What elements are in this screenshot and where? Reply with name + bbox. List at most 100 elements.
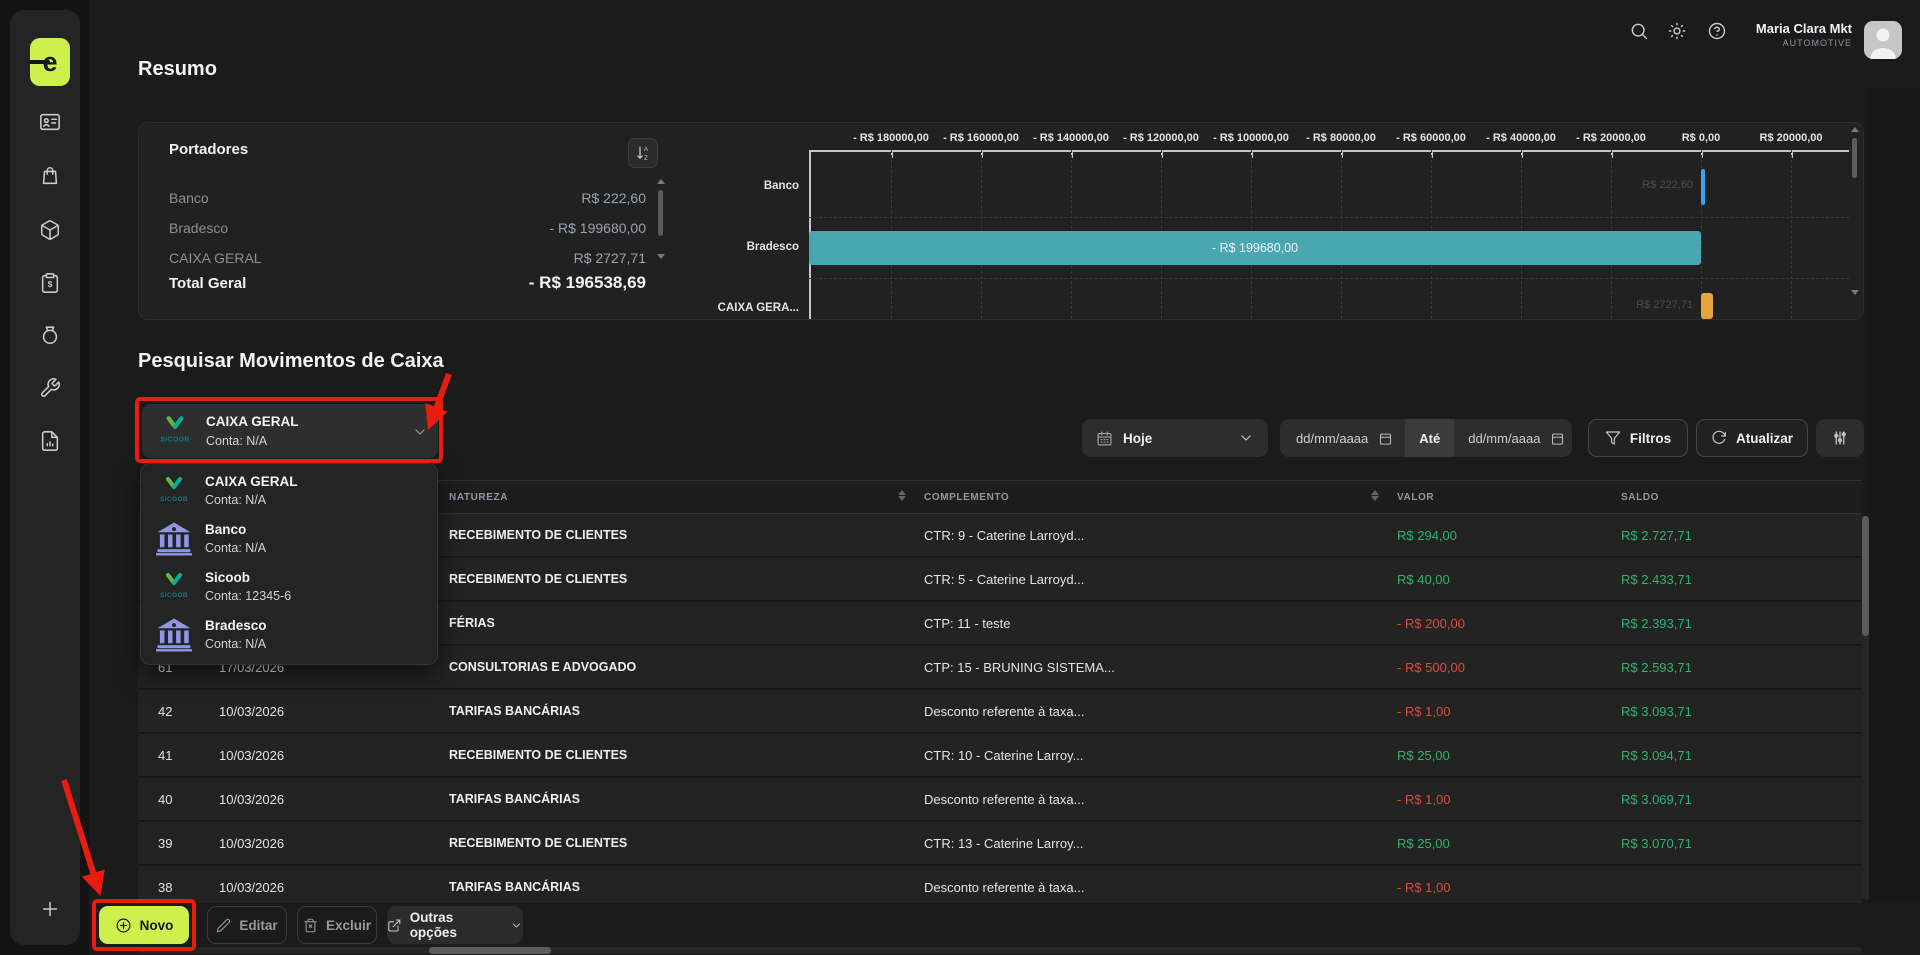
cell-valor: R$ 25,00 <box>1397 748 1450 763</box>
calendar-icon[interactable] <box>1378 431 1393 446</box>
cell-natureza: FÉRIAS <box>449 616 495 630</box>
avatar[interactable] <box>1864 21 1902 59</box>
chart-bar-bradesco[interactable]: - R$ 199680,00 <box>809 231 1701 265</box>
dropdown-option[interactable]: SICOOB Sicoob Conta: 12345-6 <box>141 563 437 611</box>
x-tick-label: - R$ 60000,00 <box>1396 132 1466 144</box>
table-row[interactable]: 38 10/03/2026 TARIFAS BANCÁRIAS Desconto… <box>138 866 1862 903</box>
scroll-down-icon[interactable] <box>1851 290 1859 295</box>
cell-num: 38 <box>158 880 173 895</box>
portador-dropdown[interactable]: SICOOB CAIXA GERAL Conta: N/A <box>142 404 438 458</box>
sidebar-item-products[interactable] <box>34 214 66 246</box>
scroll-thumb[interactable] <box>429 947 551 954</box>
cell-num: 39 <box>158 836 173 851</box>
portadores-scrollbar[interactable] <box>656 179 665 259</box>
cell-natureza: TARIFAS BANCÁRIAS <box>449 792 581 806</box>
shopping-bag-icon <box>42 167 58 185</box>
scroll-up-icon[interactable] <box>1851 127 1859 132</box>
sidebar-item-sales[interactable] <box>34 160 66 192</box>
outras-opcoes-button[interactable]: Outras opções <box>387 906 523 944</box>
right-margin <box>1868 88 1920 955</box>
brightness-sun-icon <box>1668 22 1686 40</box>
cell-num: 41 <box>158 748 173 763</box>
date-to-input[interactable]: dd/mm/aaaa <box>1468 430 1541 446</box>
scroll-down-icon[interactable] <box>657 254 665 259</box>
cell-natureza: TARIFAS BANCÁRIAS <box>449 704 581 718</box>
sidebar-item-tools[interactable] <box>34 372 66 404</box>
calendar-icon[interactable] <box>1550 431 1565 446</box>
help-button[interactable] <box>1702 16 1732 46</box>
cell-saldo: R$ 2.393,71 <box>1621 616 1692 631</box>
header-valor[interactable]: VALOR <box>1397 492 1435 503</box>
bar-value-label: - R$ 199680,00 <box>1211 241 1299 255</box>
sort-updown-icon[interactable] <box>898 490 906 501</box>
chart-scrollbar[interactable] <box>1850 125 1859 295</box>
portador-row[interactable]: Banco R$ 222,60 <box>169 183 646 213</box>
theme-toggle-button[interactable] <box>1662 16 1692 46</box>
bank-building-icon <box>153 521 195 557</box>
sidebar-item-reports[interactable] <box>34 425 66 457</box>
app-logo[interactable]: e <box>28 38 70 86</box>
chevron-down-icon <box>415 429 425 435</box>
header-natureza[interactable]: NATUREZA <box>449 492 509 503</box>
sliders-icon <box>1834 431 1846 445</box>
chart-bar-caixa-geral[interactable] <box>1701 293 1714 319</box>
excluir-button[interactable]: Excluir <box>297 906 377 944</box>
x-tick-label: - R$ 100000,00 <box>1213 132 1289 144</box>
column-settings-button[interactable] <box>1816 419 1864 457</box>
sidebar-item-contacts[interactable] <box>34 106 66 138</box>
search-button[interactable] <box>1624 16 1654 46</box>
portador-label: Bradesco <box>169 220 229 236</box>
cell-valor: - R$ 500,00 <box>1397 660 1465 675</box>
chart-category-label: Banco <box>763 180 799 192</box>
cell-complemento: CTR: 9 - Caterine Larroyd... <box>924 528 1085 543</box>
period-label: Hoje <box>1123 430 1153 446</box>
novo-button[interactable]: Novo <box>99 906 189 944</box>
scroll-thumb[interactable] <box>658 190 663 236</box>
sidebar <box>10 10 80 945</box>
scroll-up-icon[interactable] <box>657 179 665 184</box>
x-tick-label: - R$ 160000,00 <box>943 132 1019 144</box>
cell-date: 10/03/2026 <box>219 704 285 719</box>
option-name: CAIXA GERAL <box>205 474 298 489</box>
filtros-button[interactable]: Filtros <box>1588 419 1688 457</box>
atualizar-button[interactable]: Atualizar <box>1696 419 1808 457</box>
cell-date: 10/03/2026 <box>219 792 285 807</box>
bank-building-icon <box>153 617 195 653</box>
calendar-icon <box>1097 431 1112 445</box>
header-saldo[interactable]: SALDO <box>1621 492 1659 503</box>
x-tick-label: - R$ 120000,00 <box>1123 132 1199 144</box>
dropdown-option[interactable]: SICOOB CAIXA GERAL Conta: N/A <box>141 467 437 515</box>
portadores-list: Banco R$ 222,60 Bradesco - R$ 199680,00 … <box>169 183 646 273</box>
scroll-thumb[interactable] <box>1862 516 1869 636</box>
table-row[interactable]: 40 10/03/2026 TARIFAS BANCÁRIAS Desconto… <box>138 778 1862 822</box>
table-row[interactable]: 42 10/03/2026 TARIFAS BANCÁRIAS Desconto… <box>138 690 1862 734</box>
sidebar-add-button[interactable] <box>34 893 66 925</box>
svg-text:Z: Z <box>644 156 648 162</box>
cell-saldo: R$ 3.070,71 <box>1621 836 1692 851</box>
sidebar-item-billing[interactable]: $ <box>34 267 66 299</box>
table-vscrollbar[interactable] <box>1862 516 1869 900</box>
period-select[interactable]: Hoje <box>1082 419 1268 457</box>
date-from-input[interactable]: dd/mm/aaaa <box>1296 430 1369 446</box>
cell-saldo: R$ 2.433,71 <box>1621 572 1692 587</box>
dropdown-option[interactable]: Banco Conta: N/A <box>141 515 437 563</box>
excluir-label: Excluir <box>325 917 372 933</box>
portador-row[interactable]: Bradesco - R$ 199680,00 <box>169 213 646 243</box>
table-hscrollbar[interactable] <box>138 947 1862 954</box>
selected-portador-name: CAIXA GERAL <box>206 414 299 429</box>
dropdown-option[interactable]: Bradesco Conta: N/A <box>141 611 437 659</box>
option-name: Banco <box>205 522 247 537</box>
scroll-thumb[interactable] <box>1852 138 1857 178</box>
header-complemento[interactable]: COMPLEMENTO <box>924 492 1010 503</box>
cell-saldo: R$ 2.593,71 <box>1621 660 1692 675</box>
editar-button[interactable]: Editar <box>207 906 287 944</box>
portador-row[interactable]: CAIXA GERAL R$ 2727,71 <box>169 243 646 273</box>
total-label: Total Geral <box>169 274 247 292</box>
table-row[interactable]: 39 10/03/2026 RECEBIMENTO DE CLIENTES CT… <box>138 822 1862 866</box>
chart-bar-banco[interactable] <box>1701 169 1705 205</box>
sidebar-item-finance[interactable] <box>34 319 66 351</box>
external-link-icon <box>388 918 401 932</box>
table-row[interactable]: 41 10/03/2026 RECEBIMENTO DE CLIENTES CT… <box>138 734 1862 778</box>
sort-updown-icon[interactable] <box>1371 490 1379 501</box>
